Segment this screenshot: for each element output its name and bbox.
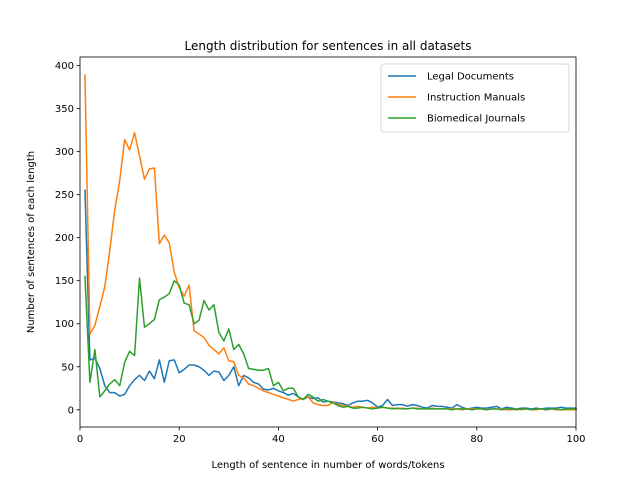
chart-title: Length distribution for sentences in all… [185, 39, 472, 53]
y-tick-label: 150 [55, 276, 74, 287]
y-tick-label: 200 [55, 233, 74, 244]
legend-label: Legal Documents [427, 72, 514, 83]
y-tick-label: 250 [55, 190, 74, 201]
y-tick-label: 100 [55, 319, 74, 330]
y-tick-label: 400 [55, 61, 74, 72]
y-tick-label: 300 [55, 147, 74, 158]
y-tick-label: 50 [61, 362, 74, 373]
legend-label: Biomedical Journals [427, 114, 525, 125]
legend-items: Legal Documents Instruction Manuals Biomed… [388, 72, 525, 125]
series-layer [84, 74, 577, 411]
plot-frame [79, 56, 577, 428]
x-axis: 0 20 40 60 80 100 [77, 427, 586, 445]
x-tick-label: 80 [470, 434, 483, 445]
legend-label: Instruction Manuals [427, 93, 525, 104]
y-tick-label: 350 [55, 104, 74, 115]
x-tick-label: 60 [371, 434, 384, 445]
y-axis-label: Number of sentences of each length [26, 151, 37, 333]
y-axis: 0 50 100 150 200 250 300 350 400 [55, 61, 80, 416]
x-tick-label: 20 [173, 434, 186, 445]
y-tick-label: 0 [68, 405, 74, 416]
series-line-biomedical-journals [84, 275, 577, 411]
x-tick-label: 100 [566, 434, 585, 445]
x-axis-label: Length of sentence in number of words/to… [211, 460, 444, 471]
legend: Legal Documents Instruction Manuals Biomed… [380, 63, 570, 133]
x-tick-label: 40 [272, 434, 285, 445]
legend-box [380, 63, 570, 133]
x-tick-label: 0 [77, 434, 83, 445]
